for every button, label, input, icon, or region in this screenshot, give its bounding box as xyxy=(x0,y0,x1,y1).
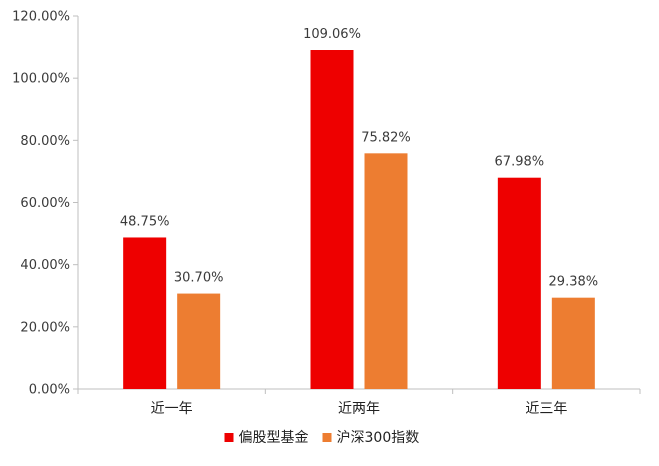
y-tick-label: 120.00% xyxy=(12,10,70,25)
x-axis: 近一年 近两年 近三年 xyxy=(77,388,641,417)
y-tick-label: 100.00% xyxy=(12,72,70,87)
y-tick-label: 40.00% xyxy=(20,258,70,273)
data-label: 48.75% xyxy=(120,214,170,229)
legend-label: 沪深300指数 xyxy=(337,430,420,446)
x-category-label: 近三年 xyxy=(525,401,567,417)
legend-swatch xyxy=(224,433,234,442)
y-tick-label: 60.00% xyxy=(20,196,70,211)
bar xyxy=(364,153,408,389)
bars: 48.75% 30.70% 109.06% 75.82% 67.98% 29.38% xyxy=(120,27,599,390)
y-tick-label: 0.00% xyxy=(29,383,70,398)
legend-swatch xyxy=(322,433,332,442)
bar xyxy=(177,293,221,389)
legend: 偏股型基金 沪深300指数 xyxy=(224,429,420,446)
data-label: 30.70% xyxy=(174,271,224,286)
x-category-label: 近两年 xyxy=(338,401,380,417)
legend-label: 偏股型基金 xyxy=(239,429,309,446)
data-label: 75.82% xyxy=(361,130,411,145)
data-label: 109.06% xyxy=(303,27,361,42)
y-tick-label: 80.00% xyxy=(20,134,70,149)
data-label: 67.98% xyxy=(495,155,545,170)
data-label: 29.38% xyxy=(549,275,599,290)
y-tick-label: 20.00% xyxy=(20,320,70,335)
bar xyxy=(497,177,541,389)
bar xyxy=(123,237,167,389)
x-category-label: 近一年 xyxy=(151,401,193,417)
bar xyxy=(310,50,354,390)
bar xyxy=(551,297,595,389)
y-axis: 0.00% 20.00% 40.00% 60.00% 80.00% 100.00% 120.… xyxy=(12,10,79,398)
